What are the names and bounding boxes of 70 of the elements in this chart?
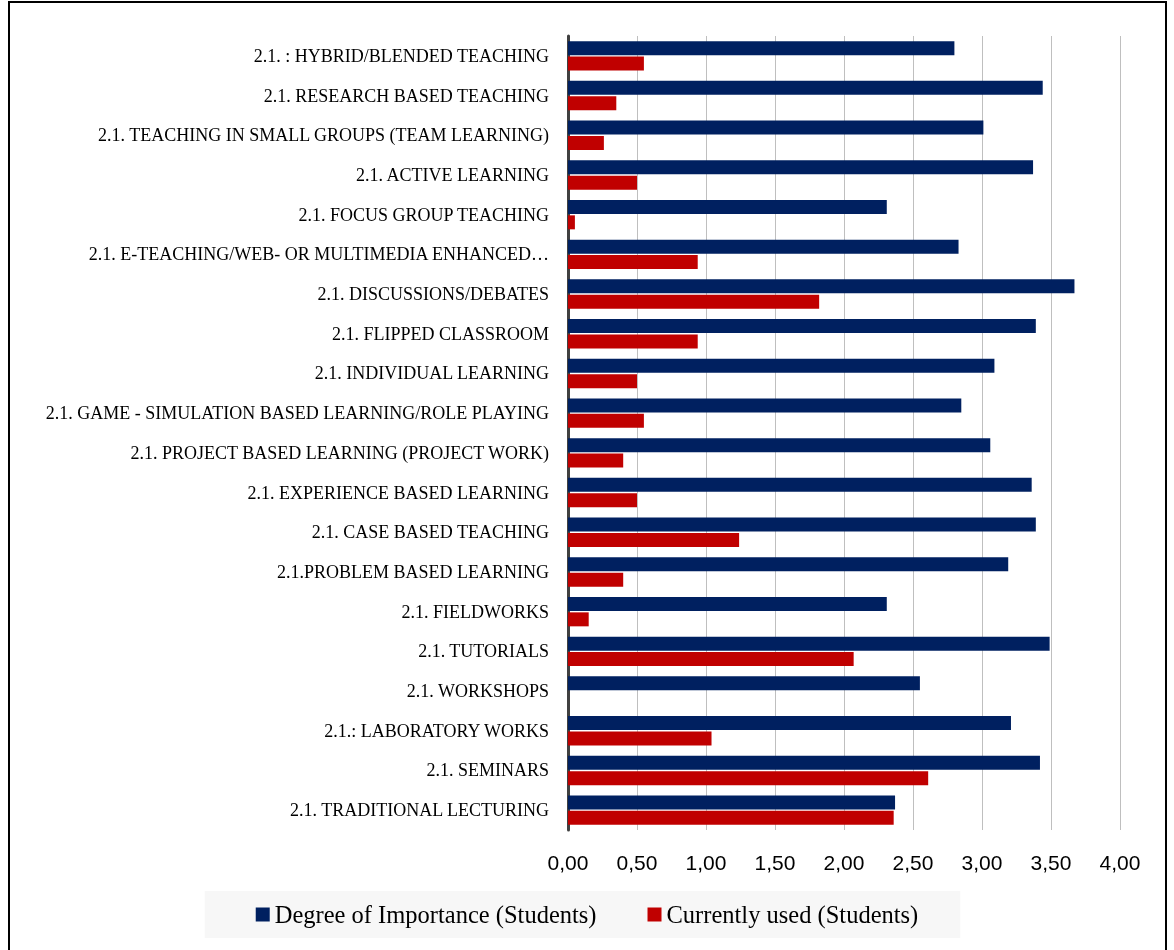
- bar: [568, 255, 698, 270]
- bar: [568, 810, 894, 825]
- y-tick-label: 2.1. GAME - SIMULATION BASED LEARNING/ROLE PLAYING: [45, 403, 549, 424]
- bar: [568, 716, 1011, 731]
- bar: [568, 636, 1050, 651]
- legend-label: Degree of Importance (Students): [274, 901, 597, 929]
- legend-label: Currently used (Students): [666, 901, 919, 929]
- x-tick-label: 2,00: [823, 851, 865, 874]
- bar: [568, 279, 1075, 294]
- y-tick-label: 2.1. PROJECT BASED LEARNING (PROJECT WORK): [130, 442, 549, 464]
- y-tick-label: 2.1. TRADITIONAL LECTURING: [290, 800, 549, 821]
- bar: [568, 612, 589, 627]
- bar: [568, 358, 995, 373]
- bar: [568, 398, 962, 413]
- bar: [568, 557, 1009, 572]
- y-tick-label: 2.1. FLIPPED CLASSROOM: [331, 323, 549, 344]
- bar: [568, 294, 820, 309]
- bar: [568, 96, 617, 111]
- bar: [568, 755, 1040, 770]
- y-tick-label: 2.1. SEMINARS: [426, 760, 549, 781]
- y-tick-label: 2.1.: LABORATORY WORKS: [324, 720, 549, 741]
- y-tick-label: 2.1. : HYBRID/BLENDED TEACHING: [253, 45, 549, 66]
- y-tick-label: 2.1. FOCUS GROUP TEACHING: [298, 204, 549, 225]
- x-tick-label: 3,50: [1030, 851, 1072, 874]
- bar: [568, 477, 1032, 492]
- bar: [568, 493, 637, 508]
- y-tick-label: 2.1. E-TEACHING/WEB- OR MULTIMEDIA ENHANCED…: [88, 244, 549, 265]
- bar: [568, 41, 955, 56]
- bar: [568, 731, 712, 746]
- bar: [568, 453, 624, 468]
- y-tick-label: 2.1. RESEARCH BASED TEACHING: [263, 85, 549, 106]
- x-tick-label: 1,00: [685, 851, 727, 874]
- bar: [568, 676, 920, 691]
- y-tick-label: 2.1. INDIVIDUAL LEARNING: [314, 363, 549, 384]
- bar: [568, 517, 1036, 532]
- bar: [568, 795, 896, 810]
- y-tick-label: 2.1.PROBLEM BASED LEARNING: [276, 561, 549, 582]
- bar: [568, 239, 959, 254]
- y-tick-label: 2.1. FIELDWORKS: [401, 601, 549, 622]
- bar: [568, 80, 1043, 95]
- y-tick-label: 2.1. TEACHING IN SMALL GROUPS (TEAM LEARNING): [98, 125, 550, 147]
- bar: [568, 56, 644, 71]
- y-tick-label: 2.1. EXPERIENCE BASED LEARNING: [247, 482, 549, 503]
- y-tick-label: 2.1. ACTIVE LEARNING: [356, 164, 549, 185]
- bar: [568, 596, 887, 611]
- bar: [568, 652, 854, 667]
- bar: [568, 135, 604, 150]
- x-tick-label: 2,50: [892, 851, 934, 874]
- x-tick-label: 0,00: [547, 851, 589, 874]
- y-tick-label: 2.1. DISCUSSIONS/DEBATES: [317, 284, 549, 305]
- bar: [568, 374, 637, 389]
- bar: [568, 438, 991, 453]
- x-tick-label: 1,50: [754, 851, 796, 874]
- bar: [568, 120, 984, 135]
- x-tick-label: 4,00: [1099, 851, 1141, 874]
- bar: [568, 215, 575, 230]
- bar: [568, 334, 698, 349]
- bar: [568, 175, 637, 190]
- bar: [568, 319, 1036, 334]
- bar: [568, 532, 740, 547]
- bar: [568, 572, 624, 587]
- y-tick-label: 2.1. WORKSHOPS: [406, 681, 549, 702]
- y-tick-label: 2.1. CASE BASED TEACHING: [311, 522, 549, 543]
- bar: [568, 771, 929, 786]
- bar: [568, 413, 644, 428]
- bar: [568, 199, 887, 214]
- x-tick-label: 3,00: [961, 851, 1003, 874]
- x-tick-label: 0,50: [616, 851, 658, 874]
- bar: [568, 160, 1034, 175]
- y-tick-label: 2.1. TUTORIALS: [418, 641, 549, 662]
